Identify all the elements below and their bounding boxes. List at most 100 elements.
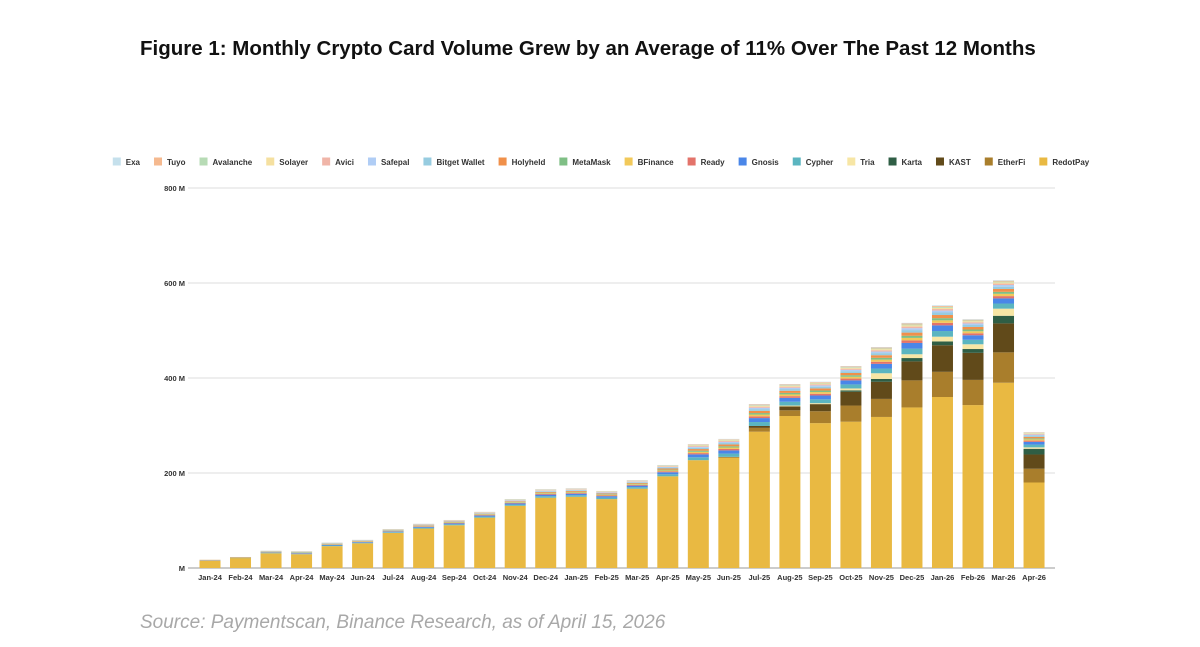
legend-swatch	[624, 157, 633, 166]
bar-segment-redotpay	[901, 407, 923, 568]
bar-segment-avalanche	[962, 320, 984, 322]
bar-segment-exa	[993, 280, 1015, 281]
bar-segment-cypher	[504, 504, 526, 506]
bar-segment-redotpay	[718, 457, 740, 568]
legend-swatch	[367, 157, 376, 166]
legend-label: BFinance	[638, 158, 675, 167]
bar-segment-gnosis	[993, 298, 1015, 304]
bar-segment-karta	[840, 390, 862, 392]
bar-segment-cypher	[748, 422, 770, 426]
bar-segment-ready	[779, 396, 801, 398]
bar-segment-safepal	[718, 441, 740, 444]
bar-segment-avici	[931, 309, 953, 311]
x-tick-label: Mar-24	[259, 573, 284, 582]
bar-segment-bfinance	[993, 293, 1015, 297]
bar-segment-safepal	[993, 284, 1015, 287]
bar-segment-bitget-wallet	[870, 353, 892, 356]
bar-segment-gnosis	[626, 485, 648, 488]
bar-segment-cypher	[596, 497, 618, 500]
bar-segment-safepal	[657, 466, 679, 468]
legend-label: Exa	[126, 158, 141, 167]
bar-segment-exa	[870, 347, 892, 348]
bar-segment-gnosis	[535, 494, 557, 497]
bar-segment-bitget-wallet	[596, 492, 618, 494]
bar-segment-avici	[748, 406, 770, 408]
bar-segment-tuyo	[901, 323, 923, 325]
bar-segment-bitget-wallet	[748, 409, 770, 411]
bar-segment-bitget-wallet	[779, 389, 801, 391]
bar-segment-redotpay	[260, 553, 282, 568]
legend-swatch	[423, 157, 432, 166]
bar-segment-metamask	[840, 375, 862, 377]
legend-swatch	[738, 157, 747, 166]
legend-swatch	[199, 157, 208, 166]
x-tick-label: Oct-25	[839, 573, 862, 582]
bar-segment-holyheld	[474, 513, 496, 515]
bar-segment-safepal	[535, 490, 557, 492]
bar-segment-gnosis	[474, 515, 496, 517]
bar-segment-exa	[962, 319, 984, 320]
bar-segment-etherfi	[901, 380, 923, 408]
legend-label: MetaMask	[572, 158, 611, 167]
bar-segment-gnosis	[748, 418, 770, 423]
bar-segment-redotpay	[352, 543, 374, 568]
legend-swatch	[266, 157, 275, 166]
bar-segment-metamask	[870, 357, 892, 360]
bar-segment-solayer	[901, 325, 923, 327]
bar-segment-karta	[931, 341, 953, 346]
bar-segment-redotpay	[687, 460, 709, 568]
bar-segment-cypher	[413, 527, 435, 529]
bar-segment-tuyo	[962, 319, 984, 321]
bar-segment-cypher	[779, 401, 801, 406]
bar-segment-ready	[535, 493, 557, 495]
bar-segment-metamask	[565, 491, 587, 493]
bar-segment-cypher	[657, 474, 679, 477]
bar-segment-avalanche	[993, 281, 1015, 283]
bar-segment-etherfi	[962, 379, 984, 406]
x-tick-label: Sep-24	[442, 573, 467, 582]
y-tick-label: 800 M	[164, 184, 185, 193]
bar-segment-cypher	[474, 516, 496, 518]
bar-segment-metamask	[809, 390, 831, 393]
bar-segment-safepal	[840, 369, 862, 372]
bar-segment-solayer	[870, 349, 892, 351]
bar-segment-solayer	[962, 321, 984, 323]
x-tick-label: Dec-24	[533, 573, 558, 582]
bar-segment-avalanche	[748, 405, 770, 406]
y-tick-label: 400 M	[164, 374, 185, 383]
x-tick-label: May-24	[319, 573, 345, 582]
bar-segment-etherfi	[779, 410, 801, 416]
legend-label: Avici	[335, 158, 354, 167]
bar-segment-cypher	[993, 303, 1015, 309]
bar-segment-gnosis	[718, 450, 740, 454]
bar-segment-tria	[962, 344, 984, 350]
x-axis: Jan-24 Feb-24 Mar-24 Apr-24 May-24 Jun-24 Jul-…	[198, 573, 1046, 582]
bar-segment-gnosis	[687, 454, 709, 458]
bar-segment-bitget-wallet	[809, 386, 831, 389]
bar-segment-ready	[687, 453, 709, 455]
bar-segment-avici	[962, 322, 984, 324]
bar-segment-ready	[748, 416, 770, 419]
bar-segment-holyheld	[870, 355, 892, 358]
bar-segment-ready	[626, 484, 648, 486]
bar-segment-cypher	[901, 348, 923, 355]
bar-segment-cypher	[443, 524, 465, 526]
source-note: Source: Paymentscan, Binance Research, a…	[140, 612, 666, 633]
bar-segment-kast	[993, 323, 1015, 353]
bar-segment-cypher	[382, 532, 404, 533]
bar-segment-avalanche	[809, 382, 831, 384]
bar-segment-gnosis	[657, 472, 679, 475]
bar-segment-bfinance	[718, 447, 740, 449]
bar-segment-bfinance	[840, 376, 862, 379]
bar-segment-gnosis	[382, 531, 404, 533]
bar-segment-holyheld	[443, 521, 465, 523]
bar-segment-cypher	[291, 553, 313, 555]
bar-segment-gnosis	[809, 395, 831, 400]
x-tick-label: Feb-24	[228, 573, 253, 582]
bar-segment-etherfi	[1023, 468, 1045, 483]
bar-segment-gnosis	[443, 523, 465, 525]
bar-segment-kast	[809, 404, 831, 412]
bar-segment-tria	[901, 354, 923, 359]
bar-segment-avici	[870, 350, 892, 352]
bar-segment-ready	[718, 448, 740, 451]
